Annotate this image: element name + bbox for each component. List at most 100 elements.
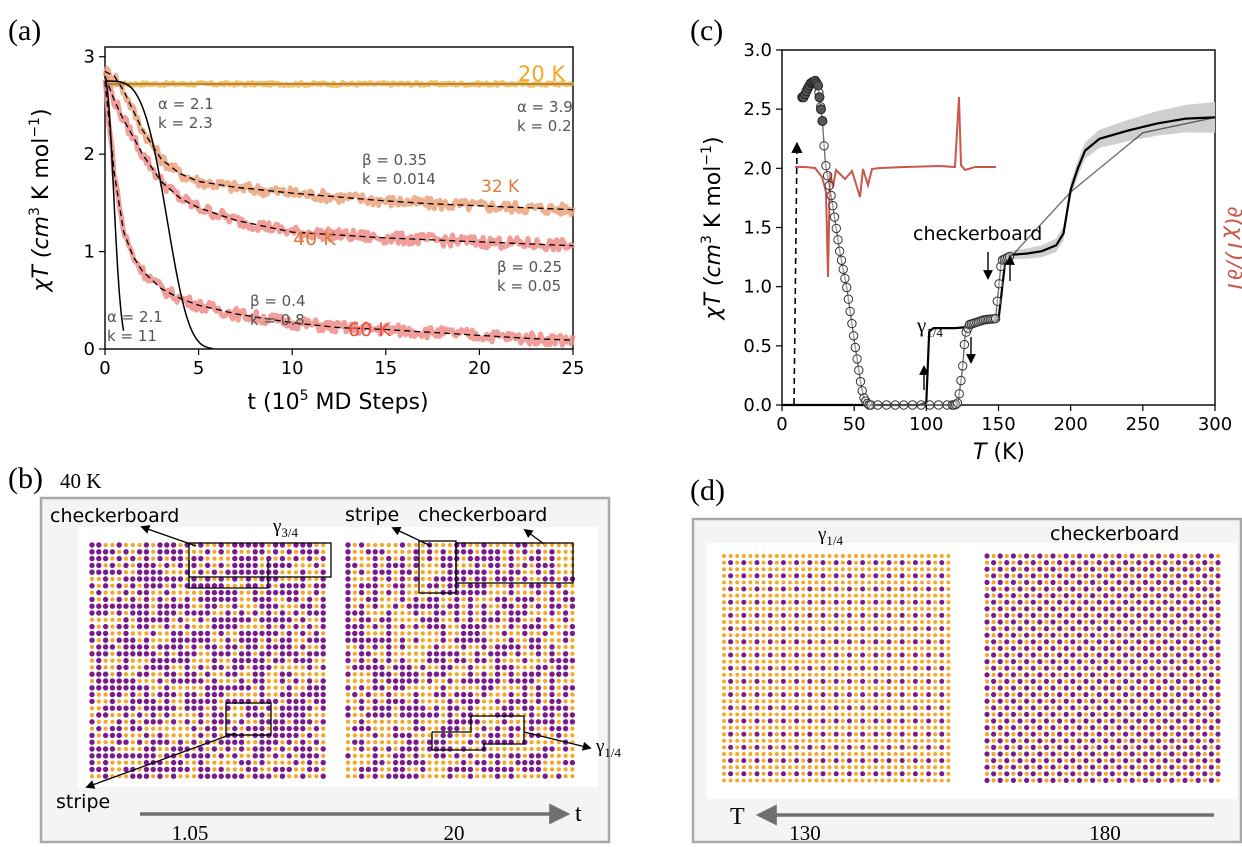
lattice-site bbox=[89, 719, 95, 725]
lattice-site bbox=[1182, 711, 1188, 718]
lattice-site bbox=[89, 746, 95, 752]
lattice-site bbox=[1130, 718, 1135, 724]
lattice-site bbox=[1109, 612, 1115, 619]
lattice-site bbox=[562, 589, 569, 596]
lattice-site bbox=[273, 556, 278, 561]
lattice-site bbox=[833, 652, 839, 658]
lattice-site bbox=[801, 600, 806, 605]
lattice-site bbox=[1097, 751, 1102, 757]
lattice-site bbox=[827, 567, 832, 572]
lattice-site bbox=[1123, 751, 1128, 757]
lattice-site bbox=[345, 705, 351, 711]
lattice-site bbox=[441, 719, 446, 724]
lattice-site bbox=[191, 767, 197, 772]
lattice-site bbox=[475, 542, 480, 548]
lattice-site bbox=[177, 739, 184, 745]
lattice-site bbox=[204, 671, 211, 677]
lattice-site bbox=[102, 746, 109, 752]
lattice-site bbox=[185, 712, 190, 718]
lattice-site bbox=[481, 617, 487, 623]
lattice-site bbox=[1004, 665, 1010, 671]
lattice-site bbox=[939, 672, 944, 677]
lattice-site bbox=[912, 678, 918, 684]
lattice-site bbox=[998, 573, 1003, 578]
lattice-site bbox=[102, 678, 109, 684]
lattice-site bbox=[801, 587, 806, 591]
lattice-site bbox=[1143, 666, 1148, 671]
lattice-site bbox=[801, 593, 806, 598]
lattice-site bbox=[481, 759, 487, 766]
lattice-site bbox=[1044, 712, 1049, 717]
lattice-site bbox=[1149, 718, 1155, 724]
lattice-site bbox=[899, 758, 905, 764]
lattice-site bbox=[1037, 566, 1043, 572]
lattice-site bbox=[1103, 692, 1108, 697]
lattice-site bbox=[170, 603, 177, 609]
lattice-site bbox=[447, 740, 453, 745]
lattice-site bbox=[1116, 573, 1122, 578]
lattice-site bbox=[494, 753, 501, 759]
lattice-site bbox=[373, 726, 378, 731]
lattice-site bbox=[1176, 646, 1181, 651]
lattice-site bbox=[109, 644, 116, 650]
lattice-site bbox=[447, 549, 453, 554]
lattice-site bbox=[1044, 567, 1049, 572]
lattice-site bbox=[755, 580, 759, 585]
lattice-site bbox=[522, 610, 528, 616]
lattice-site bbox=[807, 620, 812, 624]
lattice-site bbox=[807, 752, 812, 756]
lattice-site bbox=[748, 613, 753, 618]
lattice-site bbox=[177, 678, 184, 684]
lattice-site bbox=[136, 671, 143, 677]
lattice-site bbox=[1116, 586, 1122, 592]
lattice-site bbox=[157, 555, 163, 562]
lattice-site bbox=[372, 773, 378, 779]
lattice-site bbox=[1123, 573, 1129, 579]
lattice-site bbox=[366, 699, 371, 704]
lattice-site bbox=[170, 657, 177, 664]
lattice-site bbox=[807, 765, 812, 770]
lattice-site bbox=[1175, 639, 1181, 645]
lattice-site bbox=[198, 617, 204, 623]
lattice-site bbox=[906, 732, 911, 737]
lattice-site bbox=[840, 560, 845, 565]
lattice-site bbox=[386, 651, 392, 657]
lattice-site bbox=[801, 573, 806, 578]
lattice-site bbox=[89, 637, 95, 643]
lattice-site bbox=[1050, 718, 1056, 724]
time-tick-2: 20 bbox=[444, 821, 465, 845]
lattice-site bbox=[846, 626, 852, 632]
lattice-site bbox=[239, 644, 244, 650]
lattice-site bbox=[1097, 553, 1102, 559]
lattice-site bbox=[102, 759, 109, 766]
lattice-site bbox=[359, 672, 364, 677]
lattice-site bbox=[433, 623, 440, 630]
lattice-site bbox=[893, 587, 898, 591]
lattice-site bbox=[279, 725, 286, 732]
lattice-site bbox=[130, 583, 136, 589]
lattice-site bbox=[454, 617, 460, 623]
lattice-site bbox=[266, 623, 272, 630]
lattice-site bbox=[219, 746, 224, 752]
lattice-site bbox=[1202, 646, 1207, 651]
lattice-site bbox=[1057, 685, 1062, 691]
lattice-site bbox=[886, 731, 892, 737]
lattice-site bbox=[279, 732, 286, 739]
lattice-site bbox=[1123, 646, 1128, 651]
lattice-site bbox=[1004, 725, 1009, 730]
lattice-site bbox=[219, 733, 224, 738]
lattice-site bbox=[440, 562, 446, 569]
lattice-site bbox=[722, 587, 726, 591]
lattice-site bbox=[768, 752, 773, 756]
lattice-site bbox=[1110, 606, 1115, 611]
lattice-site bbox=[232, 589, 238, 596]
lattice-site bbox=[748, 719, 753, 723]
lattice-site bbox=[211, 712, 218, 718]
lattice-site bbox=[379, 631, 385, 636]
lattice-site bbox=[358, 664, 365, 671]
lattice-site bbox=[1215, 639, 1221, 645]
lattice-site bbox=[359, 597, 364, 602]
lattice-site bbox=[433, 712, 440, 718]
lattice-site bbox=[266, 753, 271, 758]
lattice-site bbox=[1011, 626, 1016, 631]
